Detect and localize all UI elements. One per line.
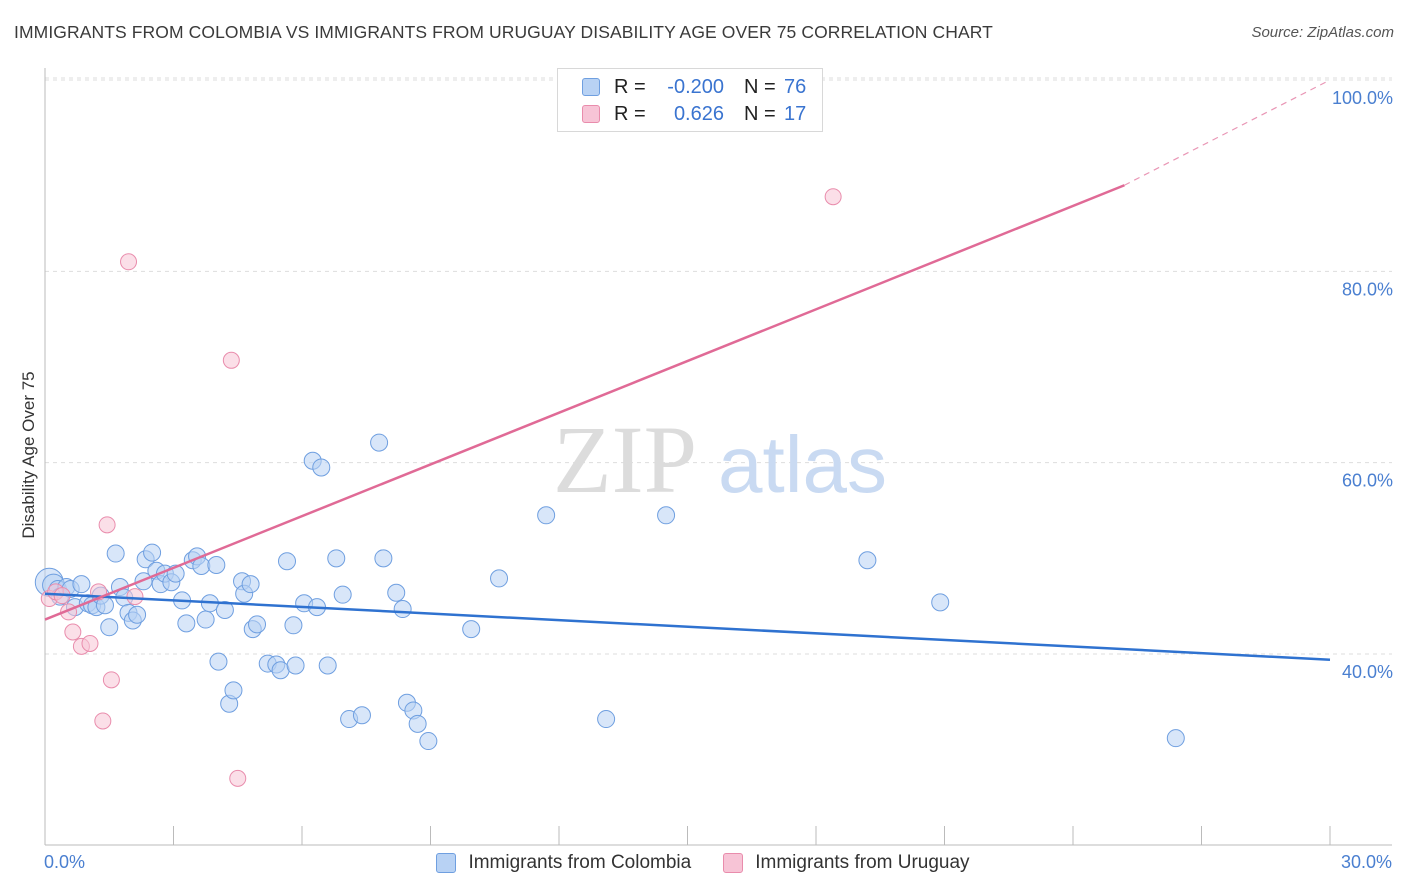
point-uruguay (824, 188, 842, 206)
legend-n-label: N = (744, 102, 776, 125)
point-uruguay (64, 623, 82, 641)
bottom-legend: Immigrants from Colombia Immigrants from… (0, 852, 1406, 874)
point-colombia (370, 433, 389, 452)
point-colombia (241, 575, 260, 594)
legend-row-uruguay: R = 0.626 N = 17 (582, 101, 806, 127)
trend-line-uruguay (44, 184, 1125, 621)
legend-row-colombia: R = -0.200 N = 76 (582, 74, 806, 100)
point-colombia (419, 732, 438, 751)
legend-r-label: R = (614, 75, 646, 98)
series-uruguay (40, 188, 842, 787)
point-colombia (196, 610, 215, 629)
point-colombia (931, 593, 950, 612)
point-colombia (106, 544, 125, 563)
point-colombia (333, 585, 352, 604)
point-colombia (286, 656, 305, 675)
trend-line-colombia (44, 592, 1331, 661)
point-colombia (352, 706, 371, 725)
point-uruguay (81, 634, 99, 652)
legend-r-value: 0.626 (673, 102, 724, 125)
point-colombia (72, 575, 91, 594)
point-colombia (537, 506, 556, 525)
point-colombia (327, 549, 346, 568)
grid-lines (45, 77, 1392, 655)
point-colombia (858, 551, 877, 570)
bottom-legend-swatch-uruguay (723, 853, 744, 873)
y-tick-labels: 40.0% 60.0% 80.0% 100.0% (1332, 88, 1393, 682)
point-colombia (462, 620, 481, 639)
point-colombia (215, 600, 234, 619)
point-colombia (209, 652, 228, 671)
point-colombia (387, 583, 406, 602)
point-colombia (318, 656, 337, 675)
y-tick-label: 100.0% (1332, 88, 1393, 108)
point-uruguay (98, 516, 116, 534)
point-uruguay (120, 253, 138, 271)
x-tick-label-max: 30.0% (1340, 852, 1392, 872)
point-colombia (393, 600, 412, 619)
legend-r-label: R = (614, 102, 646, 125)
legend-n-label: N = (744, 75, 776, 98)
point-colombia (490, 569, 509, 588)
bottom-legend-label-uruguay: Immigrants from Uruguay (755, 852, 970, 873)
point-colombia (143, 543, 162, 562)
point-colombia (128, 605, 147, 624)
y-tick-label: 60.0% (1342, 471, 1393, 491)
legend-n-value: 17 (784, 102, 807, 125)
point-colombia (1166, 729, 1185, 748)
point-colombia (408, 714, 427, 733)
point-uruguay (222, 351, 240, 369)
legend-r-value: -0.200 (667, 75, 724, 98)
point-uruguay (229, 769, 247, 787)
point-colombia (271, 661, 290, 680)
watermark-zip: ZIP (553, 406, 697, 513)
point-colombia (278, 552, 297, 571)
point-colombia (597, 710, 616, 729)
point-colombia (248, 615, 267, 634)
point-colombia (284, 616, 303, 635)
legend: R = -0.200 N = 76 R = 0.626 N = 17 (557, 68, 823, 132)
y-tick-label: 40.0% (1342, 662, 1393, 682)
legend-swatch-colombia (582, 78, 600, 96)
bottom-legend-label-colombia: Immigrants from Colombia (468, 852, 692, 873)
point-uruguay (126, 588, 144, 606)
point-colombia (657, 506, 676, 525)
series-colombia (34, 433, 1185, 751)
point-colombia (177, 614, 196, 633)
legend-n-value: 76 (784, 75, 807, 98)
y-axis-label: Disability Age Over 75 (19, 371, 38, 538)
watermark-atlas: atlas (718, 420, 887, 509)
x-tick-label-min: 0.0% (44, 852, 86, 872)
watermark: ZIP atlas (553, 406, 887, 513)
chart-title: IMMIGRANTS FROM COLOMBIA VS IMMIGRANTS F… (14, 22, 993, 42)
bottom-legend-swatch-colombia (436, 853, 457, 873)
axes (44, 68, 1392, 846)
trend-line-uruguay-extension (1124, 79, 1331, 186)
bottom-legend-uruguay: Immigrants from Uruguay (723, 852, 970, 874)
point-colombia (312, 458, 331, 477)
y-tick-label: 80.0% (1342, 279, 1393, 299)
point-colombia (374, 549, 393, 568)
point-colombia (207, 556, 226, 575)
source-label: Source: ZipAtlas.com (1251, 24, 1394, 41)
point-uruguay (94, 712, 112, 730)
point-colombia (100, 618, 119, 637)
point-uruguay (102, 671, 120, 689)
trend-lines (44, 79, 1331, 661)
point-colombia (224, 681, 243, 700)
bottom-legend-colombia: Immigrants from Colombia (436, 852, 691, 874)
legend-swatch-uruguay (582, 105, 600, 123)
